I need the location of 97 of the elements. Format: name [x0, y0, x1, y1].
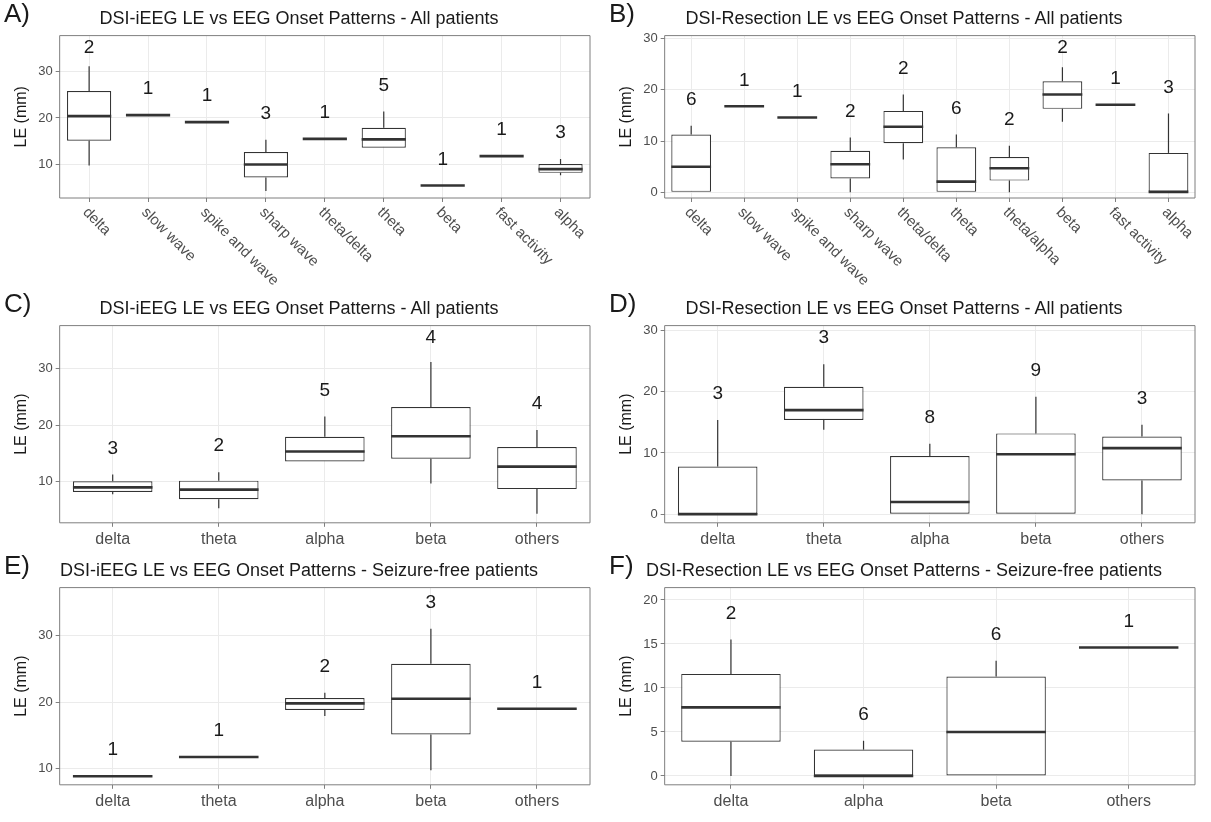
x-tick-label: theta	[200, 791, 237, 809]
annotation: 1	[213, 719, 225, 741]
annotation: 6	[858, 703, 869, 725]
y-tick-label: 30	[38, 63, 53, 79]
annotation: 2	[1057, 35, 1068, 57]
x-tick-label: alpha	[843, 791, 884, 809]
y-tick-label: 10	[643, 132, 658, 148]
y-tick-label: 10	[38, 472, 53, 488]
annotation: 6	[685, 88, 697, 109]
chart-title: DSI-iEEG LE vs EEG Onset Patterns - All patients	[99, 297, 499, 318]
text: E)	[4, 550, 30, 581]
y-tick-label: 30	[643, 322, 658, 338]
annotation: 1	[791, 79, 803, 101]
y-axis-title: LE (mm)	[12, 86, 30, 148]
y-tick-label: 30	[643, 30, 658, 46]
y-tick-label: 0	[650, 505, 658, 521]
y-tick-label: 20	[38, 109, 53, 125]
y-tick-label: 10	[38, 759, 53, 775]
annotation: 1	[1123, 609, 1134, 631]
y-tick-label: 10	[643, 444, 658, 460]
y-tick-label: 20	[38, 416, 53, 432]
chart-title: DSI-iEEG LE vs EEG Onset Patterns - All patients	[99, 7, 499, 28]
y-axis-title: LE (mm)	[12, 655, 30, 717]
annotation: 2	[844, 99, 856, 121]
text: C)	[4, 288, 32, 319]
x-tick-label: delta	[95, 791, 131, 809]
y-tick-label: 15	[643, 635, 658, 651]
y-tick-label: 20	[38, 693, 53, 709]
y-tick-label: 5	[650, 723, 658, 739]
x-tick-label: theta	[200, 529, 237, 547]
annotation: 9	[1030, 358, 1042, 380]
annotation: 1	[738, 68, 750, 90]
annotation: 2	[319, 655, 331, 677]
y-tick-label: 30	[38, 360, 53, 376]
x-tick-label: alpha	[305, 791, 345, 809]
annotation: 2	[83, 35, 95, 57]
chart-title: DSI-iEEG LE vs EEG Onset Patterns - Seizure-free patients	[59, 559, 539, 580]
annotation: 3	[260, 102, 272, 124]
text: F)	[609, 550, 634, 581]
y-tick-label: 20	[643, 383, 658, 399]
y-tick-label: 20	[643, 591, 658, 607]
x-tick-label: others	[514, 791, 560, 809]
annotation: 2	[213, 434, 225, 456]
annotation: 1	[437, 147, 448, 169]
x-tick-label: alpha	[305, 529, 345, 547]
annotation: 8	[924, 406, 936, 428]
annotation: 6	[990, 622, 1002, 644]
x-tick-label: delta	[700, 529, 736, 547]
annotation: 3	[818, 326, 830, 348]
y-tick-label: 30	[38, 627, 53, 643]
annotation: 4	[531, 392, 543, 414]
annotation: 1	[201, 84, 213, 106]
x-tick-label: theta	[805, 529, 842, 547]
y-tick-label: 10	[643, 679, 658, 695]
x-tick-label: beta	[1020, 529, 1052, 547]
y-axis-title: LE (mm)	[617, 393, 635, 455]
text: B)	[609, 0, 635, 29]
annotation: 2	[725, 601, 737, 623]
x-tick-label: delta	[95, 529, 131, 547]
chart-title: DSI-Resection LE vs EEG Onset Patterns - All patients	[685, 297, 1123, 318]
annotation: 5	[378, 73, 390, 95]
x-tick-label: delta	[713, 791, 749, 809]
text: A)	[4, 0, 30, 29]
y-axis-title: LE (mm)	[617, 655, 635, 717]
annotation: 1	[531, 670, 543, 692]
y-tick-label: 0	[650, 767, 658, 783]
text: D)	[609, 288, 637, 319]
annotation: 1	[107, 738, 118, 760]
annotation: 5	[319, 378, 331, 400]
x-tick-label: others	[514, 529, 560, 547]
annotation: 1	[496, 118, 507, 140]
annotation: 3	[712, 382, 723, 404]
annotation: 2	[1004, 107, 1015, 129]
x-tick-label: alpha	[910, 529, 950, 547]
x-tick-label: others	[1119, 529, 1165, 547]
annotation: 1	[142, 77, 154, 99]
annotation: 2	[898, 56, 909, 78]
x-tick-label: beta	[415, 529, 447, 547]
x-tick-label: beta	[415, 791, 447, 809]
annotation: 3	[107, 436, 118, 458]
chart-title: DSI-Resection LE vs EEG Onset Patterns - All patients	[685, 7, 1123, 28]
annotation: 1	[1110, 67, 1121, 88]
chart-title: DSI-Resection LE vs EEG Onset Patterns - Seizure-free patients	[645, 559, 1163, 580]
annotation: 3	[425, 590, 437, 612]
y-tick-label: 10	[38, 156, 53, 172]
x-tick-label: beta	[980, 791, 1012, 809]
annotation: 3	[1163, 75, 1174, 97]
annotation: 3	[1136, 387, 1148, 409]
y-axis-title: LE (mm)	[617, 86, 635, 148]
y-tick-label: 20	[643, 81, 658, 97]
x-tick-label: others	[1106, 791, 1151, 809]
annotation: 3	[555, 121, 566, 143]
y-tick-label: 0	[650, 183, 658, 199]
annotation: 6	[951, 96, 962, 118]
y-axis-title: LE (mm)	[12, 393, 30, 455]
annotation: 1	[319, 101, 331, 123]
annotation: 4	[425, 325, 437, 347]
